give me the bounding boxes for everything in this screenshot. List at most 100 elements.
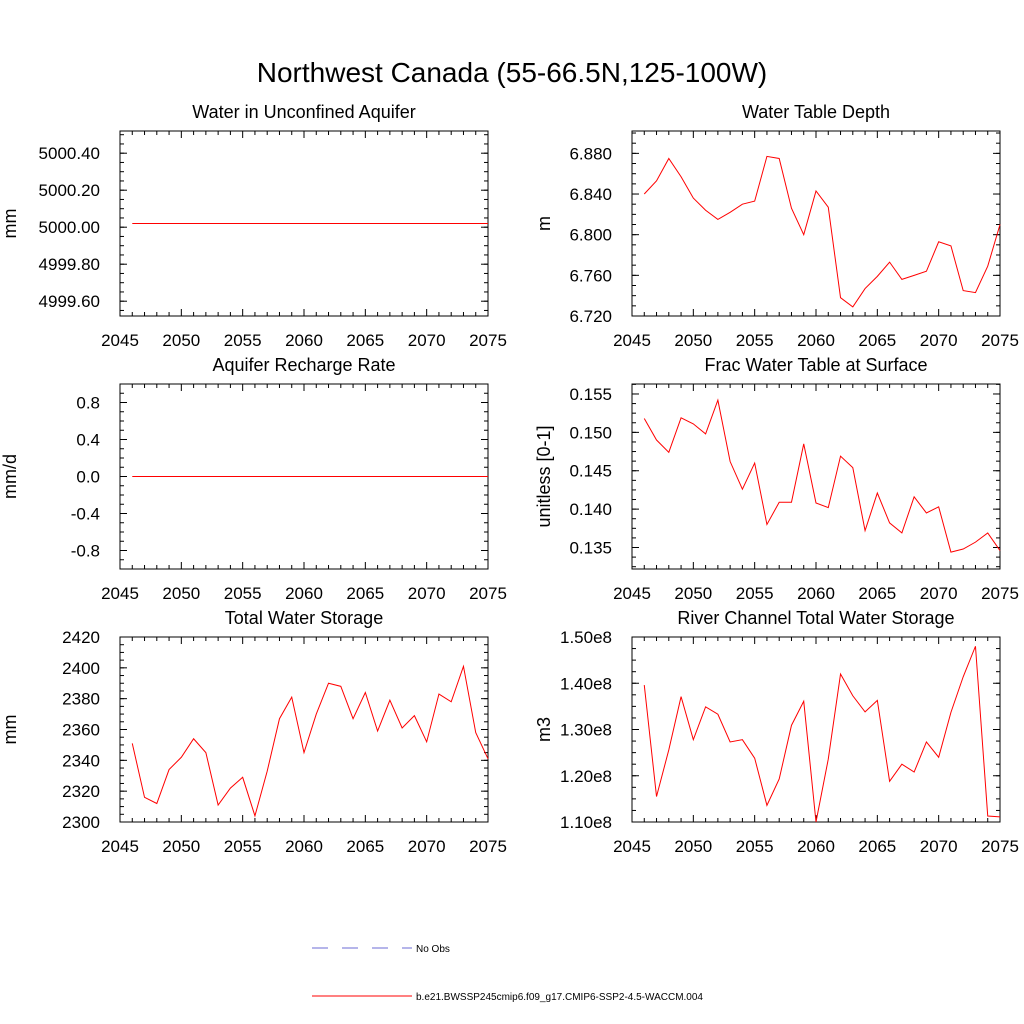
x-tick-label: 2045	[613, 331, 651, 350]
y-tick-label: 1.40e8	[560, 674, 612, 693]
x-tick-label: 2060	[797, 837, 835, 856]
plot-frame	[631, 636, 1001, 823]
panel-title: Aquifer Recharge Rate	[212, 355, 395, 375]
y-tick-label: 2420	[62, 628, 100, 647]
legend-no-obs-label: No Obs	[416, 944, 450, 955]
x-tick-label: 2045	[613, 584, 651, 603]
x-tick-label: 2065	[346, 837, 384, 856]
x-tick-label: 2070	[408, 584, 446, 603]
chart-panel-river-channel-storage: River Channel Total Water Storage 2045 205…	[534, 608, 1019, 856]
y-tick-label: 0.135	[569, 539, 612, 558]
x-tick-label: 2065	[858, 331, 896, 350]
y-tick-label: 1.50e8	[560, 628, 612, 647]
y-tick-label: 1.20e8	[560, 767, 612, 786]
y-tick-label: -0.8	[71, 542, 100, 561]
x-tick-label: 2045	[613, 837, 651, 856]
chart-panel-frac-water-table: Frac Water Table at Surface 2045 2050 2055 2…	[534, 355, 1019, 603]
x-tick-label: 2055	[224, 837, 262, 856]
x-tick-label: 2060	[285, 331, 323, 350]
x-tick-label: 2050	[674, 584, 712, 603]
y-tick-label: 6.760	[569, 266, 612, 285]
x-tick-label: 2065	[346, 331, 384, 350]
y-tick-label: 0.150	[569, 423, 612, 442]
x-tick-label: 2060	[797, 331, 835, 350]
x-tick-label: 2060	[285, 837, 323, 856]
x-tick-label: 2070	[920, 584, 958, 603]
panel-title: River Channel Total Water Storage	[677, 608, 954, 628]
x-tick-label: 2075	[981, 584, 1019, 603]
y-tick-label: 6.720	[569, 307, 612, 326]
chart-panel-aquifer-water: Water in Unconfined Aquifer 2045 2050 2055 2…	[0, 102, 507, 350]
series-line	[643, 646, 1001, 823]
x-tick-label: 2050	[674, 331, 712, 350]
x-tick-label: 2070	[920, 837, 958, 856]
x-tick-label: 2075	[981, 331, 1019, 350]
x-tick-label: 2070	[408, 331, 446, 350]
y-tick-label: 6.880	[569, 144, 612, 163]
legend-model-label: b.e21.BWSSP245cmip6.f09_g17.CMIP6-SSP2-4…	[416, 992, 703, 1003]
y-axis-label: mm	[0, 715, 20, 745]
y-tick-label: 1.30e8	[560, 721, 612, 740]
y-tick-label: 0.145	[569, 462, 612, 481]
y-tick-label: 5000.40	[39, 144, 100, 163]
x-tick-label: 2075	[469, 837, 507, 856]
y-axis-label: m	[534, 216, 554, 231]
x-tick-label: 2045	[101, 331, 139, 350]
panel-title: Frac Water Table at Surface	[704, 355, 927, 375]
x-tick-label: 2075	[469, 584, 507, 603]
x-tick-label: 2065	[858, 837, 896, 856]
chart-panel-water-table-depth: Water Table Depth 2045 2050 2055 2060 2065 207…	[534, 102, 1019, 350]
x-tick-label: 2065	[858, 584, 896, 603]
y-tick-label: 2340	[62, 751, 100, 770]
x-tick-label: 2045	[101, 837, 139, 856]
y-tick-label: 0.155	[569, 385, 612, 404]
x-tick-label: 2075	[469, 331, 507, 350]
chart-panel-total-water-storage: Total Water Storage 2045 2050 2055 2060 2065 2…	[0, 608, 507, 856]
main-title: Northwest Canada (55-66.5N,125-100W)	[257, 57, 767, 88]
x-tick-label: 2055	[736, 837, 774, 856]
y-tick-label: 4999.60	[39, 292, 100, 311]
x-tick-label: 2065	[346, 584, 384, 603]
y-tick-label: 5000.20	[39, 181, 100, 200]
x-tick-label: 2060	[797, 584, 835, 603]
x-tick-label: 2050	[162, 584, 200, 603]
x-tick-label: 2050	[674, 837, 712, 856]
panel-title: Water Table Depth	[742, 102, 890, 122]
y-tick-label: 0.140	[569, 500, 612, 519]
x-tick-label: 2055	[736, 584, 774, 603]
x-tick-label: 2055	[224, 331, 262, 350]
x-tick-label: 2055	[224, 584, 262, 603]
y-axis-label: mm	[0, 209, 20, 239]
y-tick-label: 0.4	[76, 431, 100, 450]
y-tick-label: 0.0	[76, 468, 100, 487]
x-tick-label: 2070	[920, 331, 958, 350]
y-tick-label: 2380	[62, 690, 100, 709]
y-tick-label: 6.800	[569, 226, 612, 245]
y-tick-label: 0.8	[76, 394, 100, 413]
x-tick-label: 2060	[285, 584, 323, 603]
y-tick-label: 2320	[62, 782, 100, 801]
chart-panels: Water in Unconfined Aquifer 2045 2050 2055 2…	[0, 102, 1019, 856]
y-axis-label: m3	[534, 717, 554, 742]
y-axis-label: unitless [0-1]	[534, 425, 554, 527]
series-line	[643, 398, 1001, 553]
y-tick-label: 5000.00	[39, 218, 100, 237]
y-tick-label: 2400	[62, 659, 100, 678]
y-tick-label: 1.10e8	[560, 813, 612, 832]
x-tick-label: 2045	[101, 584, 139, 603]
x-tick-label: 2050	[162, 837, 200, 856]
y-tick-label: 2300	[62, 813, 100, 832]
y-tick-label: -0.4	[71, 505, 100, 524]
plot-frame	[631, 130, 1001, 317]
series-line	[131, 664, 489, 818]
chart-panel-aquifer-recharge: Aquifer Recharge Rate 2045 2050 2055 2060 206…	[0, 355, 507, 603]
x-tick-label: 2055	[736, 331, 774, 350]
panel-title: Total Water Storage	[225, 608, 383, 628]
y-axis-label: mm/d	[0, 454, 20, 499]
plot-frame	[119, 636, 489, 823]
y-tick-label: 2360	[62, 721, 100, 740]
plot-frame	[631, 383, 1001, 570]
x-tick-label: 2075	[981, 837, 1019, 856]
legend: No Obs b.e21.BWSSP245cmip6.f09_g17.CMIP6…	[312, 944, 703, 1003]
